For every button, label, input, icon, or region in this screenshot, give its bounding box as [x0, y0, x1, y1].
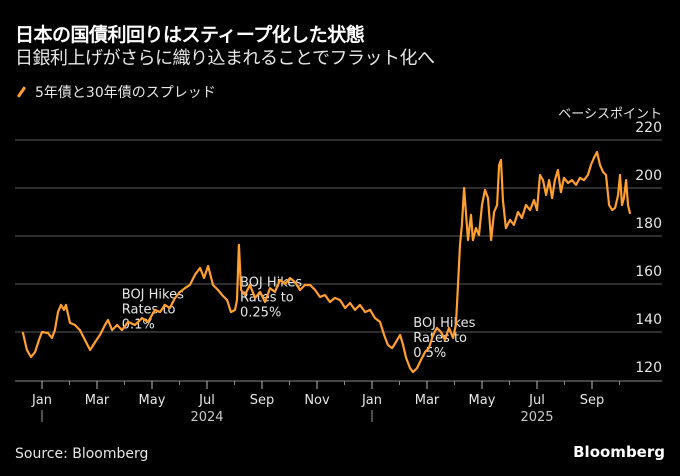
x-tick-label: Sep	[580, 393, 605, 408]
annotation-line: Rates to	[122, 302, 176, 317]
annotation-boj-hike: BOJ Hikes Rates to 0.25%	[240, 275, 302, 320]
annotation-boj-hike: BOJ Hikes Rates to 0.1%	[122, 287, 184, 332]
y-tick-label: 180	[635, 216, 662, 232]
x-tick-label: Mar	[85, 393, 110, 408]
y-tick-label: 120	[635, 360, 662, 376]
annotation-line: BOJ Hikes	[122, 287, 184, 302]
x-tick-label: Sep	[250, 393, 275, 408]
series-line-0	[21, 150, 632, 374]
x-tick-label: Mar	[415, 393, 440, 408]
x-tick-label: Jan	[361, 393, 382, 408]
x-tick-label: Nov	[304, 393, 330, 408]
legend-label: 5年債と30年債のスプレッド	[35, 85, 216, 101]
annotation-line: 0.25%	[240, 305, 281, 320]
annotation-line: Rates to	[413, 331, 467, 346]
year-label: 2024	[190, 410, 223, 425]
y-tick-label: 220	[635, 120, 662, 136]
y-tick-label: 160	[635, 264, 662, 280]
annotation-line: BOJ Hikes	[240, 275, 302, 290]
chart-title: 日本の国債利回りはスティープ化した状態	[15, 24, 365, 46]
bloomberg-logo: Bloomberg	[573, 443, 665, 461]
year-label: 2025	[520, 410, 553, 425]
x-tick-label: Jan	[31, 393, 52, 408]
x-tick-label: Jul	[528, 393, 545, 408]
series-group	[21, 150, 632, 374]
x-tick-label: May	[469, 393, 496, 408]
x-axis: Jan Mar May Jul Sep Nov Jan Mar May Jul Sep 2024 202…	[15, 380, 662, 425]
x-tick-label: May	[139, 393, 166, 408]
legend: 5年債と30年債のスプレッド	[16, 82, 216, 102]
annotation-line: BOJ Hikes	[413, 316, 475, 331]
gridlines	[15, 139, 662, 333]
y-axis-unit-label: ベーシスポイント	[558, 107, 662, 122]
source-note: Source: Bloomberg	[15, 446, 149, 462]
y-tick-label: 200	[635, 168, 662, 184]
y-axis-ticks: 120 140 160 180 200 220	[635, 120, 662, 376]
chart-subtitle: 日銀利上げがさらに織り込まれることでフラット化へ	[15, 48, 435, 69]
y-tick-label: 140	[635, 312, 662, 328]
x-tick-label: Jul	[198, 393, 215, 408]
